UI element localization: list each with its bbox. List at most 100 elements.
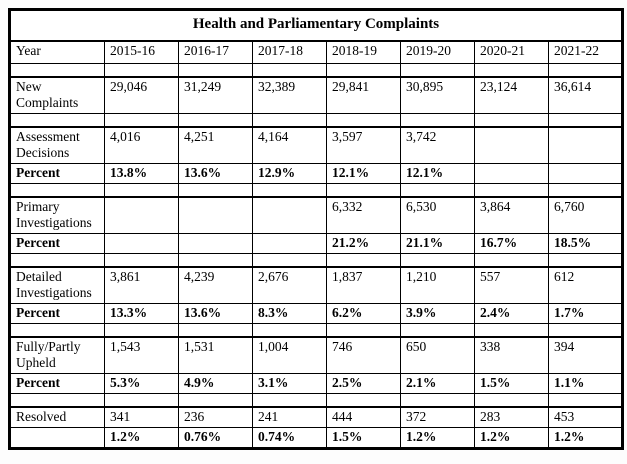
value-cell: [252, 63, 327, 78]
value-cell: [104, 393, 179, 408]
value-cell: 2015-16: [104, 40, 179, 64]
row-label-cell: Percent: [9, 233, 105, 254]
value-cell: 13.6%: [178, 163, 253, 184]
row-label-cell: [9, 323, 105, 338]
value-cell: 4.9%: [178, 373, 253, 394]
table-body: Year 2015-16 2016-17 2017-18 2018-19 2019-20 2…: [9, 40, 623, 449]
spacer-row: [9, 113, 623, 128]
row-label-cell: Fully/Partly Upheld: [9, 336, 105, 374]
value-cell: 8.3%: [252, 303, 327, 324]
value-cell: [548, 163, 623, 184]
value-cell: 6,760: [548, 196, 623, 234]
value-cell: 557: [474, 266, 549, 304]
value-cell: [178, 183, 253, 198]
value-cell: 0.74%: [252, 427, 327, 449]
value-cell: [104, 183, 179, 198]
value-cell: 2021-22: [548, 40, 623, 64]
table-row: Percent 21.2% 21.1% 16.7% 18.5%: [9, 233, 623, 254]
value-cell: 1.1%: [548, 373, 623, 394]
value-cell: [474, 163, 549, 184]
value-cell: 444: [326, 406, 401, 428]
table-row: Percent 13.3% 13.6% 8.3% 6.2% 3.9% 2.4% 1.7%: [9, 303, 623, 324]
value-cell: 3,864: [474, 196, 549, 234]
value-cell: 3,597: [326, 126, 401, 164]
value-cell: 2.5%: [326, 373, 401, 394]
value-cell: [178, 63, 253, 78]
value-cell: [252, 196, 327, 234]
value-cell: [474, 126, 549, 164]
table-row: New Complaints 29,046 31,249 32,389 29,841 30…: [9, 76, 623, 114]
value-cell: 2,676: [252, 266, 327, 304]
value-cell: [326, 253, 401, 268]
value-cell: 1,004: [252, 336, 327, 374]
value-cell: [104, 253, 179, 268]
value-cell: 4,164: [252, 126, 327, 164]
value-cell: 1.5%: [474, 373, 549, 394]
value-cell: 1.7%: [548, 303, 623, 324]
value-cell: 4,251: [178, 126, 253, 164]
value-cell: [178, 233, 253, 254]
value-cell: 236: [178, 406, 253, 428]
value-cell: 338: [474, 336, 549, 374]
spacer-row: [9, 323, 623, 338]
row-label-cell: Assessment Decisions: [9, 126, 105, 164]
table-row: Percent 13.8% 13.6% 12.9% 12.1% 12.1%: [9, 163, 623, 184]
value-cell: 2019-20: [400, 40, 475, 64]
value-cell: [400, 113, 475, 128]
value-cell: 3,742: [400, 126, 475, 164]
value-cell: [548, 126, 623, 164]
value-cell: [474, 393, 549, 408]
table-row: Assessment Decisions 4,016 4,251 4,164 3,597…: [9, 126, 623, 164]
value-cell: 1.2%: [104, 427, 179, 449]
value-cell: [400, 253, 475, 268]
value-cell: [548, 113, 623, 128]
row-label-cell: [9, 183, 105, 198]
value-cell: [104, 323, 179, 338]
value-cell: [548, 183, 623, 198]
value-cell: [326, 113, 401, 128]
value-cell: [400, 183, 475, 198]
value-cell: 21.1%: [400, 233, 475, 254]
value-cell: 6.2%: [326, 303, 401, 324]
table-row: Fully/Partly Upheld 1,543 1,531 1,004 746 650…: [9, 336, 623, 374]
value-cell: [104, 196, 179, 234]
value-cell: [548, 63, 623, 78]
value-cell: 3,861: [104, 266, 179, 304]
value-cell: [104, 113, 179, 128]
value-cell: 1,837: [326, 266, 401, 304]
value-cell: [178, 393, 253, 408]
value-cell: 12.1%: [326, 163, 401, 184]
value-cell: 31,249: [178, 76, 253, 114]
value-cell: 1,543: [104, 336, 179, 374]
value-cell: [252, 113, 327, 128]
value-cell: 29,046: [104, 76, 179, 114]
value-cell: [252, 233, 327, 254]
value-cell: [178, 253, 253, 268]
row-label-cell: Percent: [9, 303, 105, 324]
spacer-row: [9, 393, 623, 408]
value-cell: [400, 393, 475, 408]
table-row: Detailed Investigations 3,861 4,239 2,676 1,…: [9, 266, 623, 304]
value-cell: 394: [548, 336, 623, 374]
table-row: Year 2015-16 2016-17 2017-18 2018-19 2019-20 2…: [9, 40, 623, 64]
value-cell: [252, 393, 327, 408]
value-cell: [104, 63, 179, 78]
value-cell: 4,239: [178, 266, 253, 304]
value-cell: [178, 113, 253, 128]
value-cell: [400, 63, 475, 78]
row-label-cell: Year: [9, 40, 105, 64]
value-cell: 612: [548, 266, 623, 304]
row-label-cell: New Complaints: [9, 76, 105, 114]
value-cell: 30,895: [400, 76, 475, 114]
value-cell: 650: [400, 336, 475, 374]
value-cell: 16.7%: [474, 233, 549, 254]
value-cell: [474, 183, 549, 198]
value-cell: 12.9%: [252, 163, 327, 184]
value-cell: 29,841: [326, 76, 401, 114]
value-cell: 1.2%: [400, 427, 475, 449]
value-cell: 341: [104, 406, 179, 428]
row-label-cell: Primary Investigations: [9, 196, 105, 234]
value-cell: 13.8%: [104, 163, 179, 184]
value-cell: 1.2%: [474, 427, 549, 449]
